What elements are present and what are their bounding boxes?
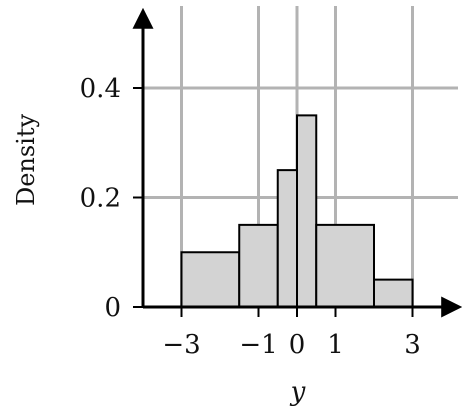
histogram-bar: [180, 251, 241, 308]
histogram-bar: [276, 169, 298, 308]
axes: [132, 7, 463, 318]
histogram-bar: [373, 278, 414, 308]
y-tick-label: 0.4: [80, 74, 121, 104]
y-tick-label: 0: [104, 293, 121, 323]
x-tick-label: −3: [162, 330, 200, 360]
y-axis-title: Density: [12, 114, 40, 207]
x-tick-label: 0: [289, 330, 306, 360]
histogram-bars: [180, 114, 414, 308]
y-tick-label: 0.2: [80, 184, 121, 214]
x-tick-label: −1: [239, 330, 277, 360]
histogram-bar: [296, 114, 318, 308]
tick-labels: −3 −1 0 1 300.20.4: [80, 74, 421, 360]
x-tick-label: 3: [404, 330, 421, 360]
x-tick-label: 1: [327, 330, 344, 360]
histogram-bar: [238, 223, 279, 308]
histogram-bar: [315, 223, 375, 308]
x-axis-title: y: [290, 377, 306, 407]
